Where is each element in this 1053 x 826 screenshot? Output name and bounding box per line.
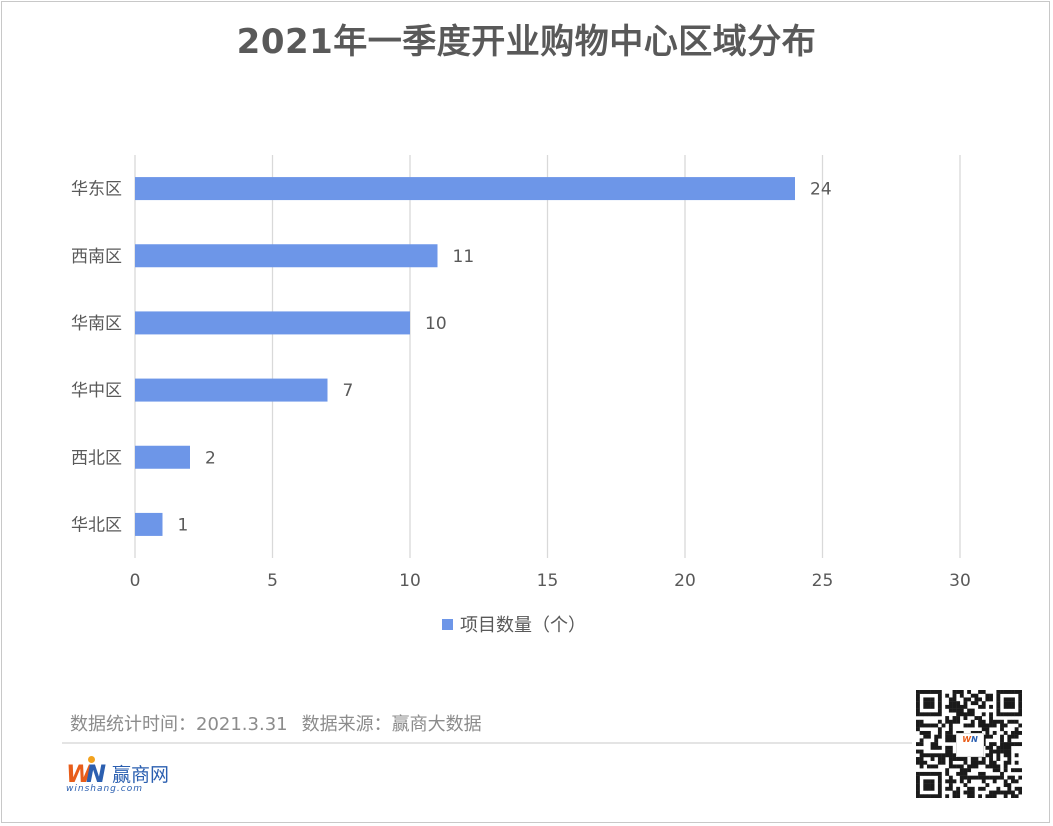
bar	[135, 311, 410, 335]
legend: 项目数量（个）	[442, 612, 586, 636]
x-tick-label: 5	[267, 571, 278, 591]
data-label: 24	[810, 180, 832, 200]
x-tick-label: 15	[537, 571, 559, 591]
source-stat-time: 数据统计时间：2021.3.31	[70, 714, 288, 735]
bar	[135, 378, 328, 402]
footer-divider	[62, 742, 912, 744]
bars	[135, 177, 795, 536]
logo-url: winshang.com	[66, 784, 143, 794]
category-label: 西南区	[71, 247, 122, 267]
category-label: 华中区	[71, 381, 122, 401]
logo-mark-icon: W N	[66, 756, 108, 790]
data-label: 1	[178, 515, 189, 535]
x-tick-label: 10	[399, 571, 421, 591]
winshang-logo: W N 赢商网	[66, 756, 170, 790]
qr-logo-badge: WN	[956, 733, 984, 757]
x-tick-label: 20	[674, 571, 696, 591]
labels: 0 5 10 15 20 25 30 华东区 24 西南区 11 华南区 10 华中区 7 西北区 2 华北区 1	[71, 180, 971, 591]
data-label: 2	[205, 448, 216, 468]
category-label: 华南区	[71, 314, 122, 334]
bar	[135, 244, 438, 268]
category-label: 西北区	[71, 448, 122, 468]
source-note: 数据统计时间：2021.3.31 数据来源：赢商大数据	[70, 710, 496, 736]
bar	[135, 445, 190, 469]
bar-chart: 0 5 10 15 20 25 30 华东区 24 西南区 11 华南区 10 华中区 7 西北区 2 华北区 1	[71, 155, 971, 591]
source-origin: 数据来源：赢商大数据	[301, 714, 482, 735]
category-label: 华北区	[71, 515, 122, 535]
bar	[135, 177, 795, 201]
x-tick-label: 30	[949, 571, 971, 591]
gridlines	[134, 155, 961, 558]
category-label: 华东区	[71, 180, 122, 200]
x-tick-label: 0	[130, 571, 141, 591]
data-label: 11	[453, 247, 475, 267]
chart-title: 2021年一季度开业购物中心区域分布	[236, 22, 817, 62]
logo-name: 赢商网	[112, 764, 170, 786]
data-label: 7	[343, 381, 354, 401]
data-label: 10	[425, 314, 447, 334]
bar	[135, 512, 163, 536]
legend-swatch	[442, 618, 453, 630]
x-tick-label: 25	[812, 571, 834, 591]
legend-label: 项目数量（个）	[460, 615, 586, 636]
